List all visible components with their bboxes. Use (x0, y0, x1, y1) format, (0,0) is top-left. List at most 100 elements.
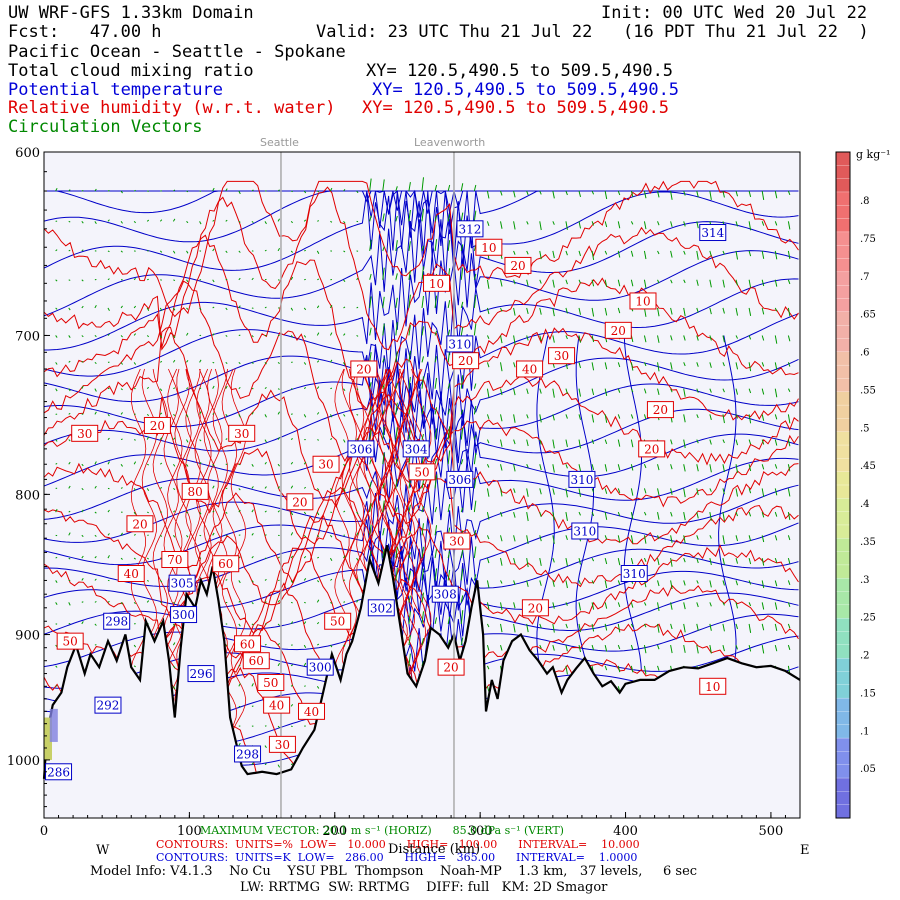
vector-arrow (81, 463, 84, 467)
rh-label-text: 30 (449, 535, 464, 549)
vector-arrow (199, 359, 202, 363)
vector-arrow (591, 414, 595, 423)
vector-arrow (421, 208, 424, 222)
vector-arrow (303, 219, 307, 222)
model-info: Model Info: V4.1.3 No Cu YSU PBL Thompso… (90, 864, 698, 879)
vector-arrow (172, 535, 176, 538)
vector-arrow (251, 220, 254, 223)
vector-arrow (172, 359, 176, 363)
vector-arrow (591, 335, 595, 343)
rh-label: 20 (646, 401, 674, 419)
vector-arrow (133, 220, 136, 224)
colorbar-tick-label: .3 (860, 575, 870, 586)
vector-arrow (539, 464, 542, 471)
rh-label: 60 (234, 635, 262, 653)
colorbar-tick-label: .55 (860, 385, 876, 396)
colorbar-tick-label: .35 (860, 537, 876, 548)
vector-arrow (630, 362, 634, 371)
vector-arrow (343, 189, 346, 192)
vector-arrow (330, 220, 333, 223)
theta-label-text: 292 (97, 699, 120, 713)
vector-arrow (68, 220, 71, 223)
vector-arrow (107, 333, 110, 336)
vector-arrow (683, 190, 686, 196)
vector-arrow (238, 190, 241, 195)
vector-arrow (107, 250, 110, 253)
vector-arrow (55, 556, 58, 559)
theta-label-text: 310 (570, 473, 593, 487)
vector-arrow (670, 602, 673, 610)
vector-arrow (486, 307, 490, 315)
vector-arrow (683, 307, 686, 317)
vector-arrow (434, 295, 438, 308)
rh-label-box (516, 360, 544, 378)
vector-arrow (55, 665, 58, 668)
vector-arrow (408, 530, 411, 536)
vector-arrow (290, 621, 294, 625)
vector-arrow (277, 388, 280, 390)
vector-arrow (395, 457, 398, 465)
vector-arrow (565, 279, 568, 285)
vector-arrow (290, 580, 294, 584)
vector-arrow (761, 557, 765, 566)
vector-arrow (290, 461, 294, 465)
theta-label-box (699, 224, 727, 242)
vector-arrow (316, 332, 320, 336)
vector-arrow (212, 248, 215, 252)
vector-arrow (159, 388, 163, 392)
vector-arrow (212, 485, 215, 489)
vector-arrow (683, 335, 686, 341)
vector-arrow (630, 250, 634, 257)
vector-arrow (500, 388, 503, 396)
vector-arrow (251, 683, 254, 687)
colorbar-cell (835, 604, 851, 619)
vector-arrow (55, 463, 58, 465)
rh-label-text: 30 (77, 427, 92, 441)
vector-arrow (251, 463, 254, 467)
vector-arrow (369, 327, 372, 336)
vector-arrow (735, 221, 739, 227)
vector-arrow (408, 430, 411, 440)
vector-arrow (356, 511, 359, 515)
vector-arrow (539, 557, 542, 566)
vector-arrow (408, 210, 411, 222)
vector-arrow (447, 569, 451, 581)
vector-arrow (212, 412, 215, 415)
vector-arrow (500, 190, 503, 196)
vector-arrow (513, 511, 516, 518)
vector-arrow (447, 616, 451, 625)
vector-arrow (591, 362, 595, 371)
vector-arrow (617, 665, 621, 673)
vector-arrow (212, 306, 215, 309)
vector-arrow (774, 190, 778, 199)
vector-arrow (735, 335, 738, 339)
vector-arrow (761, 221, 765, 226)
vector-arrow (787, 535, 791, 541)
theta-label: 305 (168, 574, 196, 592)
vector-arrow (486, 439, 490, 444)
theta-label-text: 305 (171, 577, 194, 591)
rh-label-text: 20 (644, 442, 659, 456)
vector-arrow (578, 388, 582, 397)
vector-arrow (630, 388, 634, 393)
colorbar-cell (835, 218, 851, 233)
theta-label: 292 (94, 696, 122, 714)
field-cloud-label: Total cloud mixing ratio (8, 61, 254, 81)
theta-label-text: 310 (623, 567, 646, 581)
vector-arrow (748, 221, 752, 231)
vector-arrow (316, 599, 320, 603)
vector-arrow (643, 190, 647, 199)
vector-arrow (146, 436, 150, 440)
vector-arrow (133, 305, 137, 309)
vector-arrow (225, 361, 228, 364)
vector-arrow (133, 533, 136, 536)
vector-arrow (696, 511, 699, 519)
vector-arrow (513, 602, 516, 609)
theta-label-text: 312 (459, 222, 482, 236)
vector-arrow (761, 602, 765, 610)
theta-label-box (402, 440, 430, 458)
vector-arrow (356, 532, 359, 536)
vector-arrow (526, 623, 529, 633)
vector-arrow (578, 511, 581, 516)
vector-arrow (735, 190, 739, 197)
